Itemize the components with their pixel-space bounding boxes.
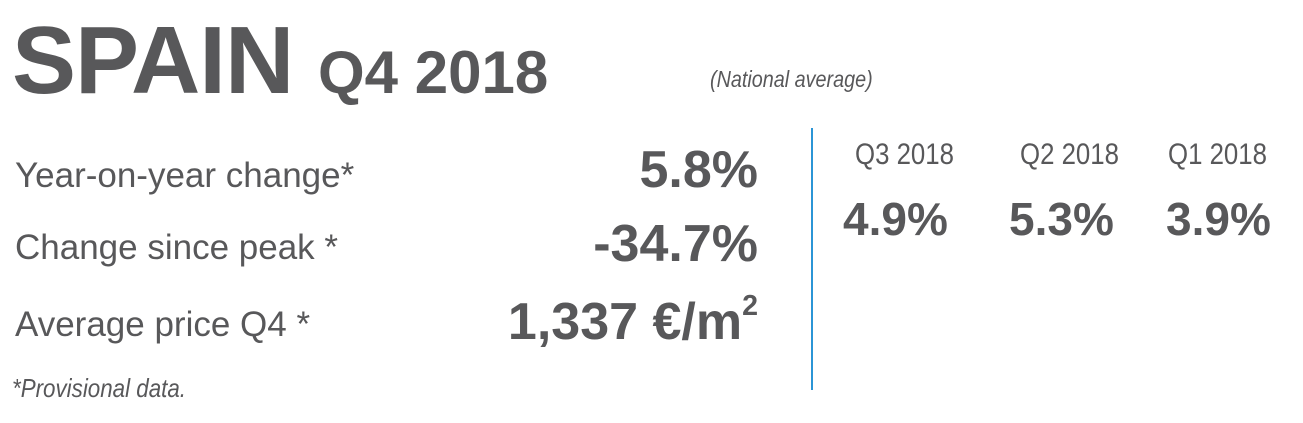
metric-value-peak: -34.7% bbox=[593, 215, 758, 273]
country-title: SPAIN bbox=[12, 7, 294, 114]
quarter-label-q3: Q3 2018 bbox=[855, 138, 954, 171]
quarter-label-q2: Q2 2018 bbox=[1020, 138, 1119, 171]
divider-line bbox=[811, 128, 813, 390]
metric-value-price: 1,337 €/m2 bbox=[507, 290, 758, 352]
price-unit-superscript: 2 bbox=[742, 290, 758, 322]
quarter-value-q2: 5.3% bbox=[1009, 193, 1114, 245]
scope-note: (National average) bbox=[710, 66, 873, 92]
quarter-label-q1: Q1 2018 bbox=[1168, 138, 1267, 171]
metric-value-yoy: 5.8% bbox=[639, 141, 758, 199]
metric-label-price: Average price Q4 * bbox=[15, 305, 311, 344]
metric-label-peak: Change since peak * bbox=[15, 228, 338, 267]
quarter-value-q1: 3.9% bbox=[1166, 193, 1271, 245]
metric-label-yoy: Year-on-year change* bbox=[15, 156, 355, 195]
footnote: *Provisional data. bbox=[12, 373, 187, 403]
period-title: Q4 2018 bbox=[318, 39, 549, 106]
price-value: 1,337 €/m bbox=[507, 293, 743, 351]
quarter-value-q3: 4.9% bbox=[843, 193, 948, 245]
